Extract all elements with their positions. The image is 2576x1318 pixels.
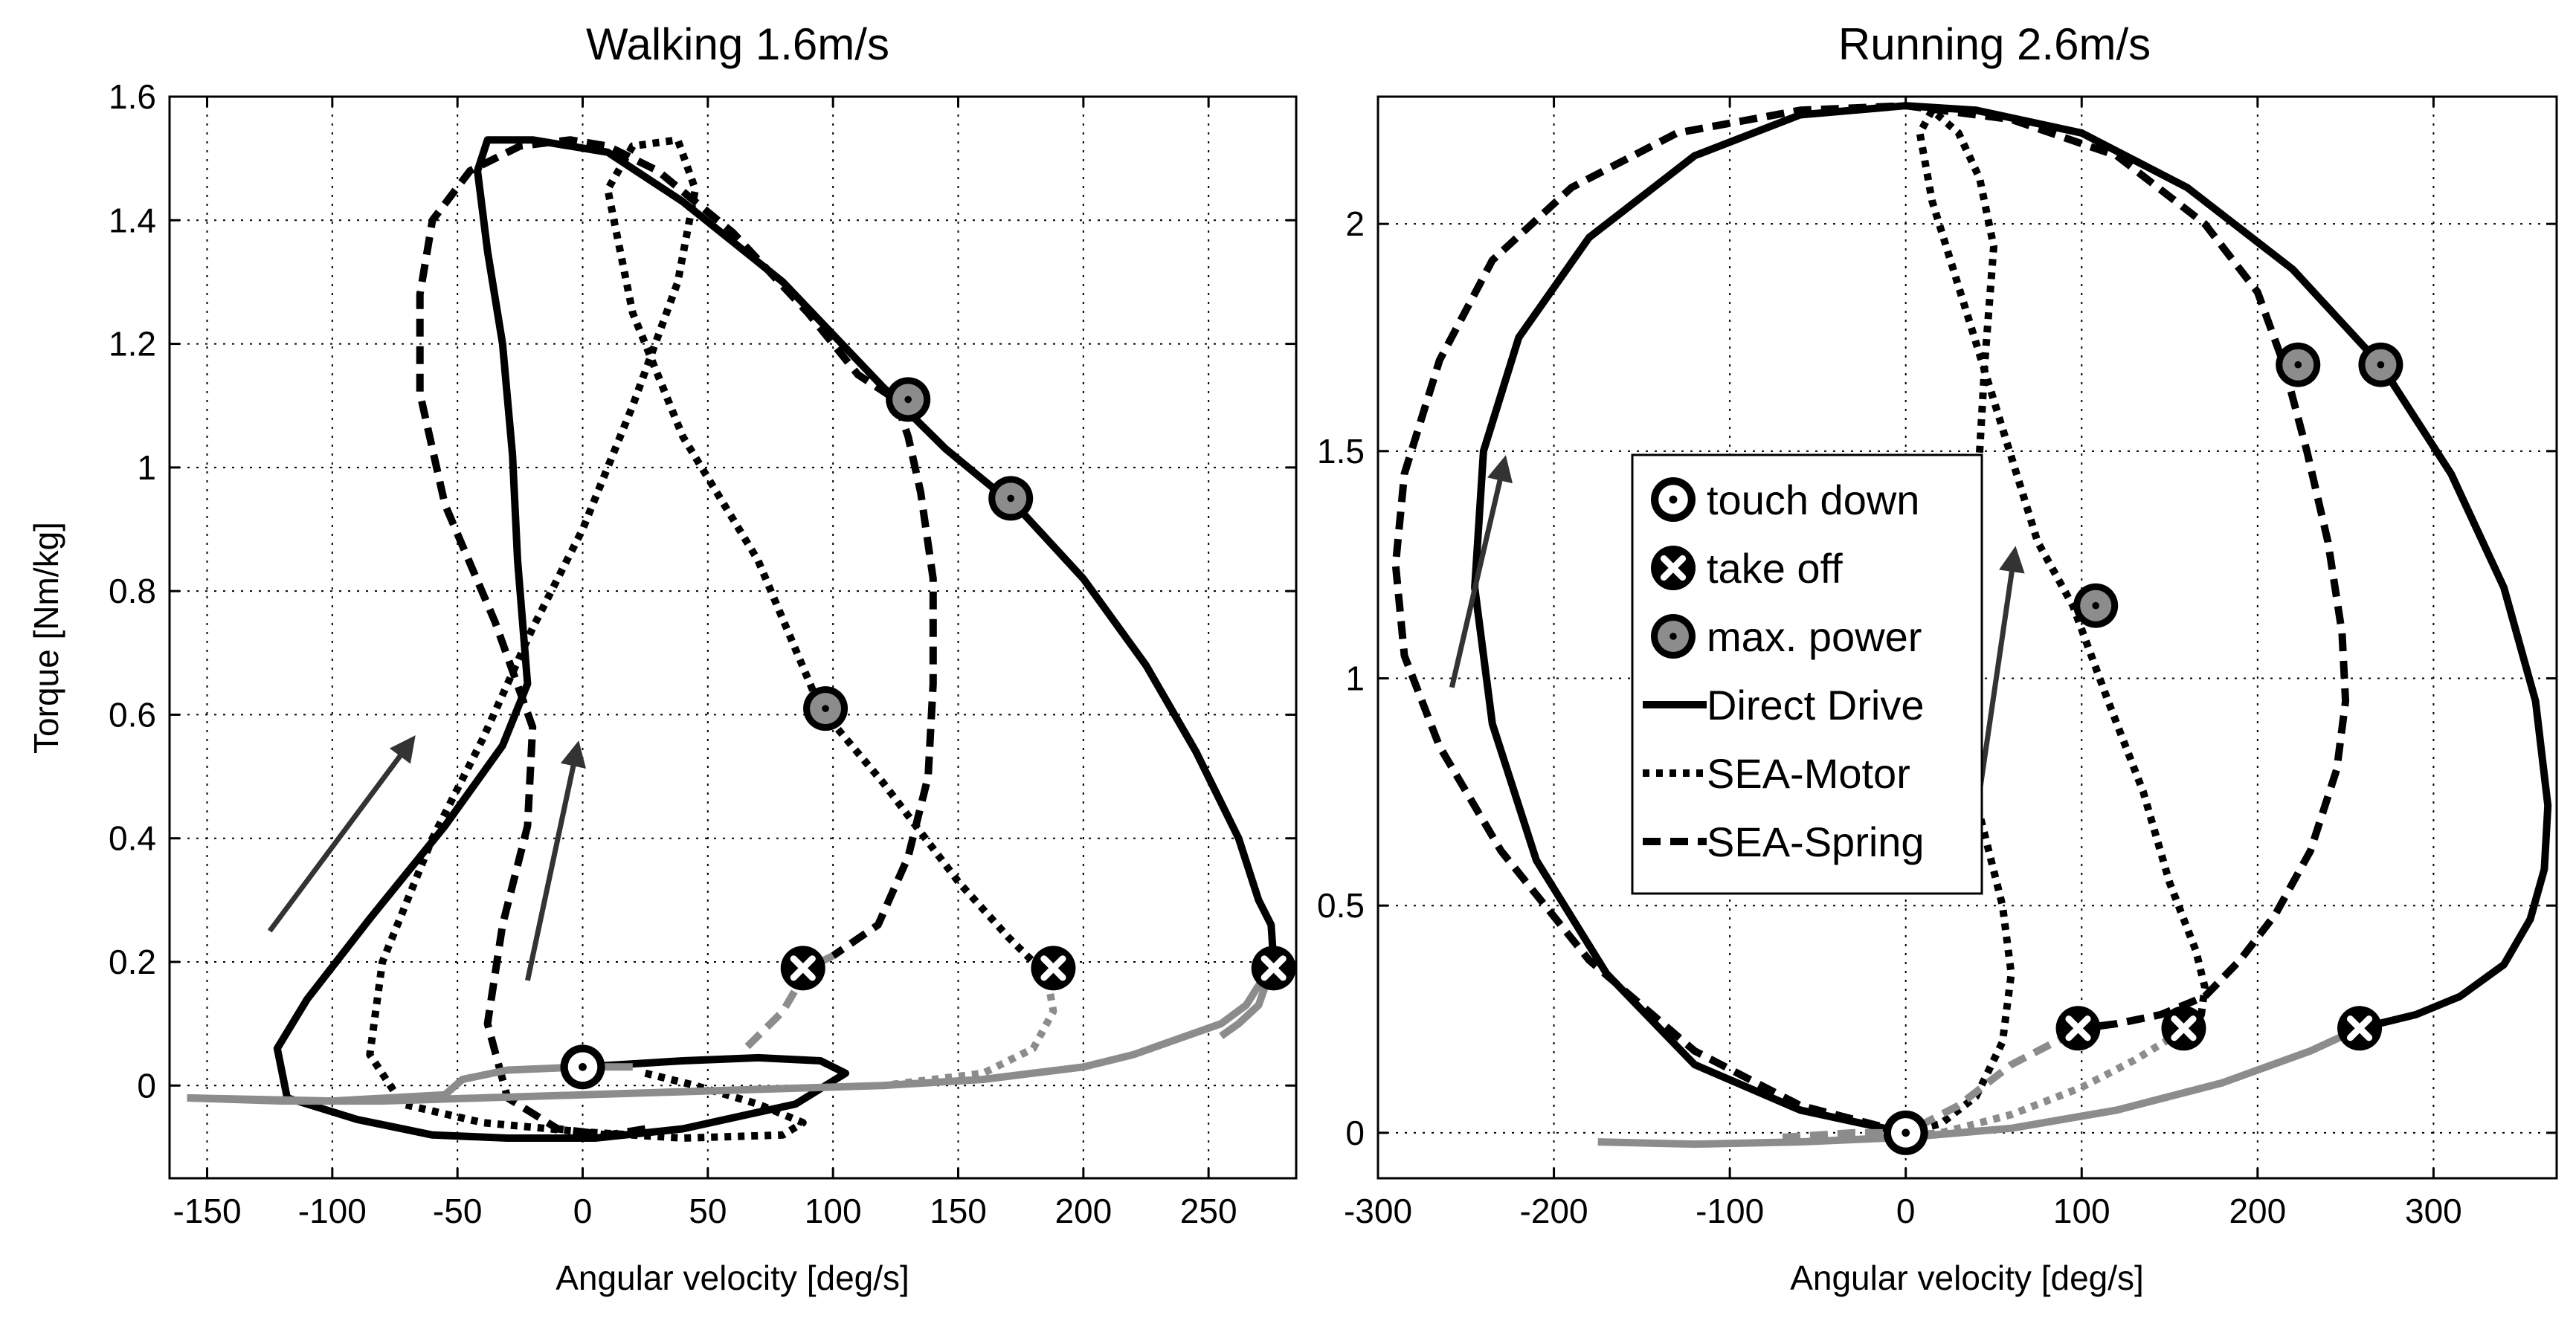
walking-ytick-label: 0.2 xyxy=(109,943,156,981)
walking-axes-box xyxy=(168,95,1298,1180)
running-xtick-label: -100 xyxy=(1696,1192,1764,1230)
walking-marker-max-power-dot xyxy=(822,705,829,712)
running-ytick-label: 0 xyxy=(1345,1114,1365,1152)
walking-marker-take-off-cross-b xyxy=(1040,955,1066,981)
walking-xlabel: Angular velocity [deg/s] xyxy=(556,1259,909,1297)
legend-label: max. power xyxy=(1707,613,1922,660)
walking-series xyxy=(187,136,1278,1142)
walking-marker-take-off-cross-b xyxy=(1260,955,1287,981)
legend-box xyxy=(1631,453,1983,895)
walking-xtick-label: 150 xyxy=(930,1192,987,1230)
walking-ytick-label: 1.4 xyxy=(109,201,156,239)
running-ytick-label: 0.5 xyxy=(1317,886,1365,925)
walking-arrows xyxy=(267,735,587,981)
walking-xtick-label: -100 xyxy=(298,1192,367,1230)
walking-ylabel: Torque [Nm/kg] xyxy=(27,522,65,754)
walking-series-sea-motor xyxy=(366,136,1037,1142)
walking-title: Walking 1.6m/s xyxy=(586,19,889,69)
running-series-swing-spring-grey- xyxy=(1782,1024,2084,1141)
running-series-swing-motor-grey- xyxy=(1887,1025,2189,1141)
running-marker-touch-down-dot xyxy=(1902,1128,1910,1137)
running-xtick-label: 100 xyxy=(2053,1192,2110,1230)
legend-swatch-take-off-cross-b xyxy=(1660,555,1687,581)
walking-series-direct-drive xyxy=(273,136,1278,1142)
running-series-swing-direct-grey- xyxy=(1597,1024,2362,1149)
running-axes-box xyxy=(1376,95,2558,1180)
running-series-sea-spring xyxy=(1391,102,2350,1137)
running-marker-take-off-cross-b xyxy=(2065,1015,2091,1041)
walking-ytick-label: 0.6 xyxy=(109,695,156,734)
walking-ticks: -150 -100 -50 0 50 100 150 200 250 0 0.2 0.4 0.6 0.8 1… xyxy=(109,77,1296,1230)
running-direction-arrow xyxy=(1977,546,2025,792)
running-series xyxy=(1391,102,2552,1149)
walking-xtick-label: 250 xyxy=(1180,1192,1237,1230)
legend-label: touch down xyxy=(1707,477,1919,523)
legend-swatch-touch-down-dot xyxy=(1669,495,1678,504)
walking-ytick-label: 1 xyxy=(137,448,156,487)
running-xtick-label: -200 xyxy=(1520,1192,1588,1230)
walking-ytick-label: 1.2 xyxy=(109,325,156,364)
walking-grid xyxy=(170,96,1296,1178)
running-marker-max-power-dot xyxy=(2294,361,2302,369)
walking-marker-take-off-cross-b xyxy=(790,955,816,981)
walking-xtick-label: 100 xyxy=(805,1192,862,1230)
legend: touch down take off max. power Direct Drive… xyxy=(1631,453,1983,895)
legend-entries: touch down take off max. power Direct Drive… xyxy=(1643,477,1925,865)
running-marker-max-power-dot xyxy=(2377,361,2385,369)
running-xtick-label: -300 xyxy=(1344,1192,1412,1230)
running-xtick-label: 300 xyxy=(2405,1192,2462,1230)
walking-ytick-label: 1.6 xyxy=(109,77,156,116)
legend-label: SEA-Motor xyxy=(1707,750,1910,797)
walking-series-swing-grey- xyxy=(187,960,1277,1105)
running-markers xyxy=(1883,342,2403,1155)
running-ytick-label: 1 xyxy=(1345,659,1365,698)
running-marker-take-off-cross-b xyxy=(2171,1015,2197,1041)
walking-xtick-label: 50 xyxy=(689,1192,727,1230)
walking-ytick-label: 0.4 xyxy=(109,819,156,858)
walking-marker-max-power-dot xyxy=(1007,494,1014,503)
walking-series-swing-1 xyxy=(882,958,1057,1090)
walking-xtick-label: 0 xyxy=(573,1192,593,1230)
walking-panel: Walking 1.6m/s -150 -100 -50 0 50 100 150 200 25… xyxy=(27,19,1298,1297)
walking-xtick-label: -50 xyxy=(433,1192,482,1230)
running-ticks: -300 -200 -100 0 100 200 300 0 0.5 1 1.5 2 xyxy=(1317,97,2557,1230)
walking-xtick-label: 200 xyxy=(1054,1192,1112,1230)
running-series-sea-motor xyxy=(1904,106,2209,1137)
running-panel: Running 2.6m/s -300 -200 -100 0 100 200 300 0 0.… xyxy=(1317,19,2558,1297)
running-direction-arrow xyxy=(1449,455,1513,688)
running-marker-take-off-cross-b xyxy=(2346,1015,2373,1041)
running-xlabel: Angular velocity [deg/s] xyxy=(1790,1259,2144,1297)
legend-label: take off xyxy=(1707,545,1843,592)
legend-label: SEA-Spring xyxy=(1707,818,1925,865)
running-xtick-label: 0 xyxy=(1896,1192,1916,1230)
legend-label: Direct Drive xyxy=(1707,682,1924,729)
walking-direction-arrow xyxy=(525,740,587,981)
running-marker-max-power-dot xyxy=(2092,601,2099,610)
walking-xtick-label: -150 xyxy=(173,1192,241,1230)
walking-marker-max-power-dot xyxy=(904,395,912,404)
running-ytick-label: 1.5 xyxy=(1317,432,1365,471)
walking-direction-arrow xyxy=(267,735,416,933)
running-ytick-label: 2 xyxy=(1345,204,1365,243)
running-title: Running 2.6m/s xyxy=(1838,19,2151,69)
legend-swatch-max-power-dot xyxy=(1669,633,1677,640)
running-xtick-label: 200 xyxy=(2229,1192,2286,1230)
walking-ytick-label: 0.8 xyxy=(109,572,156,610)
walking-marker-touch-down-dot xyxy=(579,1062,587,1071)
walking-series-sea-spring xyxy=(416,136,937,1139)
walking-markers xyxy=(560,377,1296,1090)
walking-ytick-label: 0 xyxy=(137,1066,156,1105)
running-arrows xyxy=(1449,455,2025,792)
